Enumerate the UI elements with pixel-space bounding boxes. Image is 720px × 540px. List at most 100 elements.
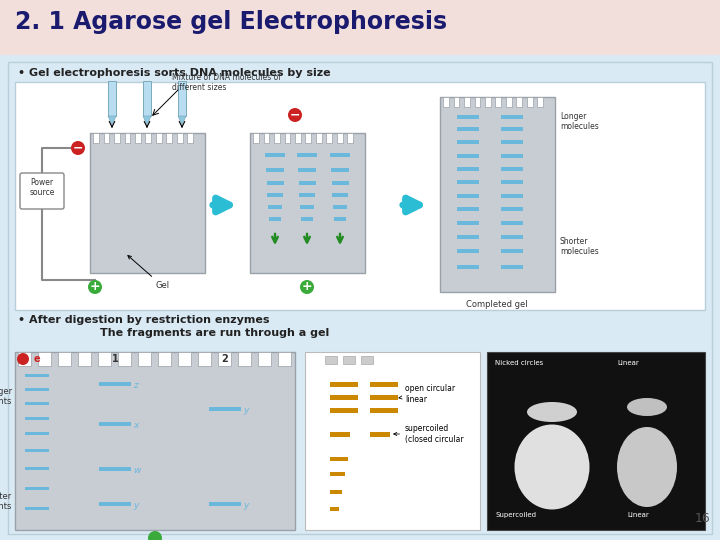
Text: 2. 1 Agarose gel Electrophoresis: 2. 1 Agarose gel Electrophoresis xyxy=(15,10,447,34)
Text: • After digestion by restriction enzymes: • After digestion by restriction enzymes xyxy=(18,315,269,325)
Bar xyxy=(440,97,555,292)
Bar xyxy=(501,127,523,131)
Text: Nicked circles: Nicked circles xyxy=(495,360,544,366)
Bar xyxy=(330,168,349,172)
Bar xyxy=(267,193,283,197)
Bar xyxy=(25,467,49,470)
Bar xyxy=(457,221,479,225)
Text: Mixture of DNA molecules of
different sizes: Mixture of DNA molecules of different si… xyxy=(172,73,281,92)
Ellipse shape xyxy=(515,424,590,510)
Text: • Gel electrophoresis sorts DNA molecules by size: • Gel electrophoresis sorts DNA molecule… xyxy=(18,68,330,78)
Bar xyxy=(305,352,480,530)
Text: Longer
molecules: Longer molecules xyxy=(560,112,599,131)
Bar xyxy=(58,352,71,366)
Ellipse shape xyxy=(617,427,677,507)
Bar xyxy=(138,352,151,366)
Bar xyxy=(266,181,284,185)
Bar xyxy=(295,133,301,143)
Bar xyxy=(331,181,348,185)
Bar xyxy=(495,97,501,107)
Bar xyxy=(118,352,131,366)
Bar xyxy=(516,97,522,107)
FancyBboxPatch shape xyxy=(20,173,64,209)
Bar xyxy=(485,97,491,107)
Bar xyxy=(457,265,479,268)
Bar xyxy=(330,382,358,387)
Bar xyxy=(325,356,337,364)
Bar xyxy=(99,467,131,470)
Bar xyxy=(98,352,111,366)
Text: +: + xyxy=(302,280,312,294)
Bar xyxy=(25,449,49,452)
Bar xyxy=(99,382,131,386)
Bar xyxy=(158,352,171,366)
Bar xyxy=(330,472,345,476)
Bar xyxy=(457,207,479,211)
Bar xyxy=(253,133,259,143)
Bar xyxy=(343,356,355,364)
Bar xyxy=(25,402,49,405)
Circle shape xyxy=(71,141,85,155)
Bar xyxy=(25,388,49,391)
Bar xyxy=(209,407,241,410)
Bar xyxy=(78,352,91,366)
Text: Shorter
molecules: Shorter molecules xyxy=(560,237,599,256)
Bar xyxy=(333,205,347,209)
Bar xyxy=(501,207,523,211)
Text: y: y xyxy=(243,406,248,415)
Ellipse shape xyxy=(627,398,667,416)
Bar xyxy=(501,154,523,158)
Bar xyxy=(537,97,543,107)
Bar xyxy=(15,352,295,530)
Circle shape xyxy=(300,280,314,294)
Bar xyxy=(330,395,358,400)
Bar xyxy=(501,194,523,198)
Bar xyxy=(457,235,479,239)
Bar xyxy=(258,352,271,366)
Polygon shape xyxy=(143,116,151,125)
Bar xyxy=(266,168,284,172)
Text: Longer
fragments: Longer fragments xyxy=(0,387,12,407)
Bar xyxy=(334,217,346,221)
Bar xyxy=(298,168,316,172)
Bar xyxy=(501,115,523,118)
Bar xyxy=(198,352,211,366)
Polygon shape xyxy=(178,116,186,125)
Bar xyxy=(166,133,172,143)
Text: y: y xyxy=(243,501,248,510)
Circle shape xyxy=(17,353,29,365)
Bar xyxy=(370,408,398,413)
Ellipse shape xyxy=(527,402,577,422)
Bar xyxy=(443,97,449,107)
Bar xyxy=(25,417,49,420)
Bar xyxy=(347,133,353,143)
Text: Power
source: Power source xyxy=(30,178,55,198)
Bar xyxy=(337,133,343,143)
Text: −: − xyxy=(289,109,300,122)
Bar xyxy=(361,356,373,364)
Bar xyxy=(278,352,291,366)
Bar xyxy=(330,507,339,511)
Bar xyxy=(15,82,705,310)
Bar xyxy=(299,181,315,185)
Bar xyxy=(457,154,479,158)
Bar xyxy=(370,432,390,437)
Bar xyxy=(274,133,280,143)
Bar xyxy=(457,194,479,198)
Text: The fragments are run through a gel: The fragments are run through a gel xyxy=(100,328,329,338)
Bar xyxy=(501,140,523,144)
Bar xyxy=(0,0,720,55)
Bar xyxy=(457,127,479,131)
Text: −: − xyxy=(73,141,84,154)
Text: w: w xyxy=(133,466,140,475)
Bar xyxy=(187,133,193,143)
Bar xyxy=(527,97,533,107)
Bar xyxy=(501,180,523,184)
Text: 1: 1 xyxy=(112,354,118,364)
Bar xyxy=(330,457,348,461)
Circle shape xyxy=(148,531,162,540)
Bar xyxy=(250,133,365,273)
Text: Linear: Linear xyxy=(617,360,639,366)
Text: e: e xyxy=(34,354,40,364)
Bar xyxy=(104,133,109,143)
